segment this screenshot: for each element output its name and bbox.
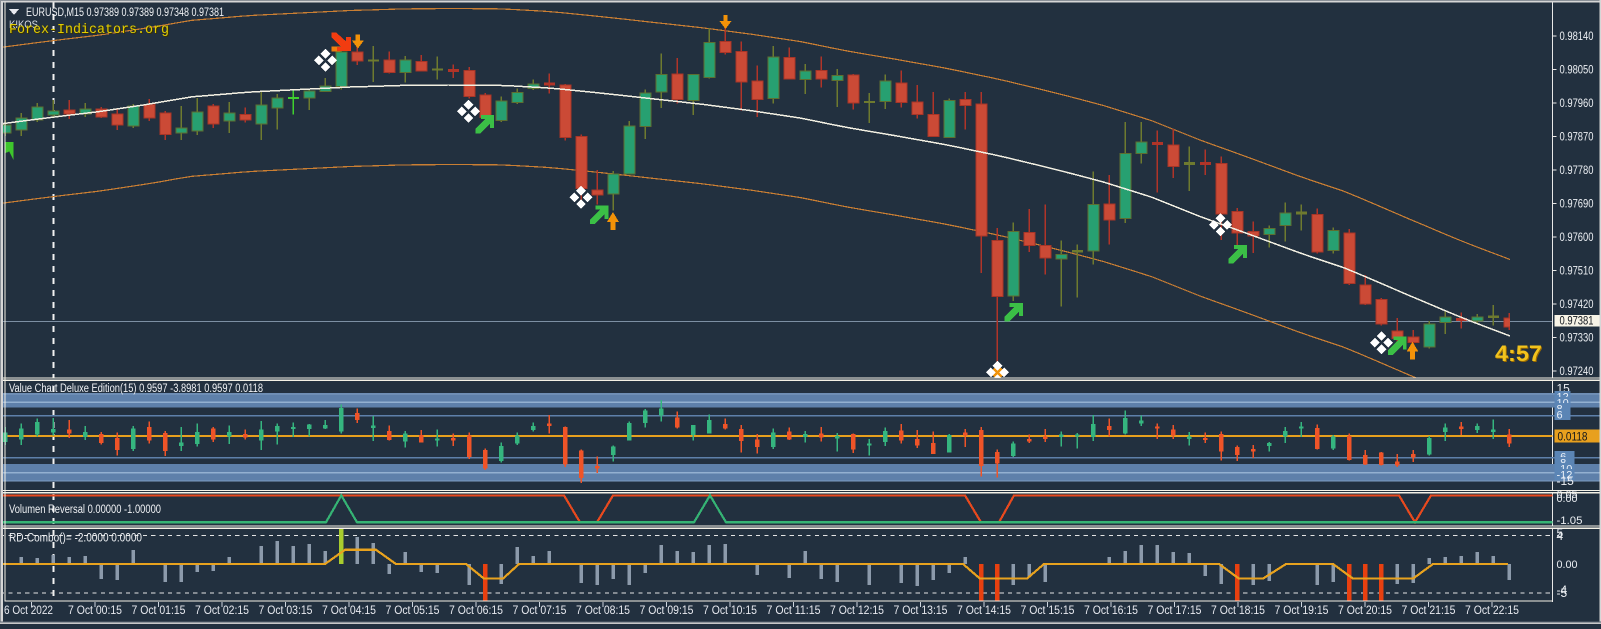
svg-text:7 Oct 06:15: 7 Oct 06:15 bbox=[449, 605, 503, 617]
svg-text:7 Oct 13:15: 7 Oct 13:15 bbox=[894, 605, 948, 617]
svg-text:7 Oct 08:15: 7 Oct 08:15 bbox=[576, 605, 630, 617]
svg-text:0.97510: 0.97510 bbox=[1560, 266, 1594, 278]
svg-text:Forex-Indicators.org: Forex-Indicators.org bbox=[9, 23, 169, 38]
svg-text:-5: -5 bbox=[1557, 586, 1568, 600]
svg-text:0.97780: 0.97780 bbox=[1560, 165, 1594, 177]
svg-text:0.98050: 0.98050 bbox=[1560, 65, 1594, 77]
svg-text:7 Oct 11:15: 7 Oct 11:15 bbox=[767, 605, 821, 617]
svg-text:RD-Combo()= -2.0000 0.0000: RD-Combo()= -2.0000 0.0000 bbox=[9, 533, 142, 545]
svg-text:4:57: 4:57 bbox=[1495, 341, 1542, 366]
svg-text:7 Oct 14:15: 7 Oct 14:15 bbox=[957, 605, 1011, 617]
svg-text:7 Oct 15:15: 7 Oct 15:15 bbox=[1021, 605, 1075, 617]
svg-text:0.97960: 0.97960 bbox=[1560, 98, 1594, 110]
svg-text:6 Oct 2022: 6 Oct 2022 bbox=[4, 605, 53, 617]
svg-text:7 Oct 02:15: 7 Oct 02:15 bbox=[195, 605, 249, 617]
svg-text:4: 4 bbox=[1557, 529, 1564, 543]
svg-text:0.97420: 0.97420 bbox=[1560, 299, 1594, 311]
svg-text:0.97381: 0.97381 bbox=[1560, 316, 1594, 328]
svg-text:7 Oct 22:15: 7 Oct 22:15 bbox=[1465, 605, 1519, 617]
svg-text:Value Chart Deluxe Edition(15): Value Chart Deluxe Edition(15) 0.9597 -3… bbox=[9, 383, 263, 395]
svg-text:7 Oct 07:15: 7 Oct 07:15 bbox=[513, 605, 567, 617]
svg-text:0.00: 0.00 bbox=[1557, 493, 1578, 505]
svg-text:Volumen Reversal 0.00000 -1.00: Volumen Reversal 0.00000 -1.00000 bbox=[9, 504, 161, 516]
svg-text:0.98140: 0.98140 bbox=[1560, 31, 1594, 43]
svg-text:0.97240: 0.97240 bbox=[1560, 366, 1594, 378]
svg-text:7 Oct 19:15: 7 Oct 19:15 bbox=[1275, 605, 1329, 617]
svg-text:0.00: 0.00 bbox=[1557, 559, 1578, 571]
svg-text:7 Oct 01:15: 7 Oct 01:15 bbox=[132, 605, 186, 617]
svg-text:-15: -15 bbox=[1557, 474, 1575, 488]
svg-text:7 Oct 17:15: 7 Oct 17:15 bbox=[1148, 605, 1202, 617]
svg-text:7 Oct 10:15: 7 Oct 10:15 bbox=[703, 605, 757, 617]
svg-text:0.97330: 0.97330 bbox=[1560, 333, 1594, 345]
svg-text:7 Oct 03:15: 7 Oct 03:15 bbox=[259, 605, 313, 617]
svg-text:EURUSD,M15 0.97389 0.97389 0.: EURUSD,M15 0.97389 0.97389 0.97348 0.973… bbox=[26, 7, 224, 19]
svg-text:0.0118: 0.0118 bbox=[1558, 432, 1588, 444]
svg-text:0.97870: 0.97870 bbox=[1560, 132, 1594, 144]
svg-text:0.97690: 0.97690 bbox=[1560, 199, 1594, 211]
svg-text:7 Oct 18:15: 7 Oct 18:15 bbox=[1211, 605, 1265, 617]
svg-text:7 Oct 12:15: 7 Oct 12:15 bbox=[830, 605, 884, 617]
svg-text:7 Oct 21:15: 7 Oct 21:15 bbox=[1402, 605, 1456, 617]
svg-text:7 Oct 09:15: 7 Oct 09:15 bbox=[640, 605, 694, 617]
svg-text:7 Oct 05:15: 7 Oct 05:15 bbox=[386, 605, 440, 617]
svg-text:7 Oct 16:15: 7 Oct 16:15 bbox=[1084, 605, 1138, 617]
svg-text:7 Oct 00:15: 7 Oct 00:15 bbox=[68, 605, 122, 617]
svg-text:0.97600: 0.97600 bbox=[1560, 232, 1594, 244]
svg-text:6: 6 bbox=[1557, 410, 1563, 422]
svg-text:7 Oct 04:15: 7 Oct 04:15 bbox=[322, 605, 376, 617]
svg-text:7 Oct 20:15: 7 Oct 20:15 bbox=[1338, 605, 1392, 617]
